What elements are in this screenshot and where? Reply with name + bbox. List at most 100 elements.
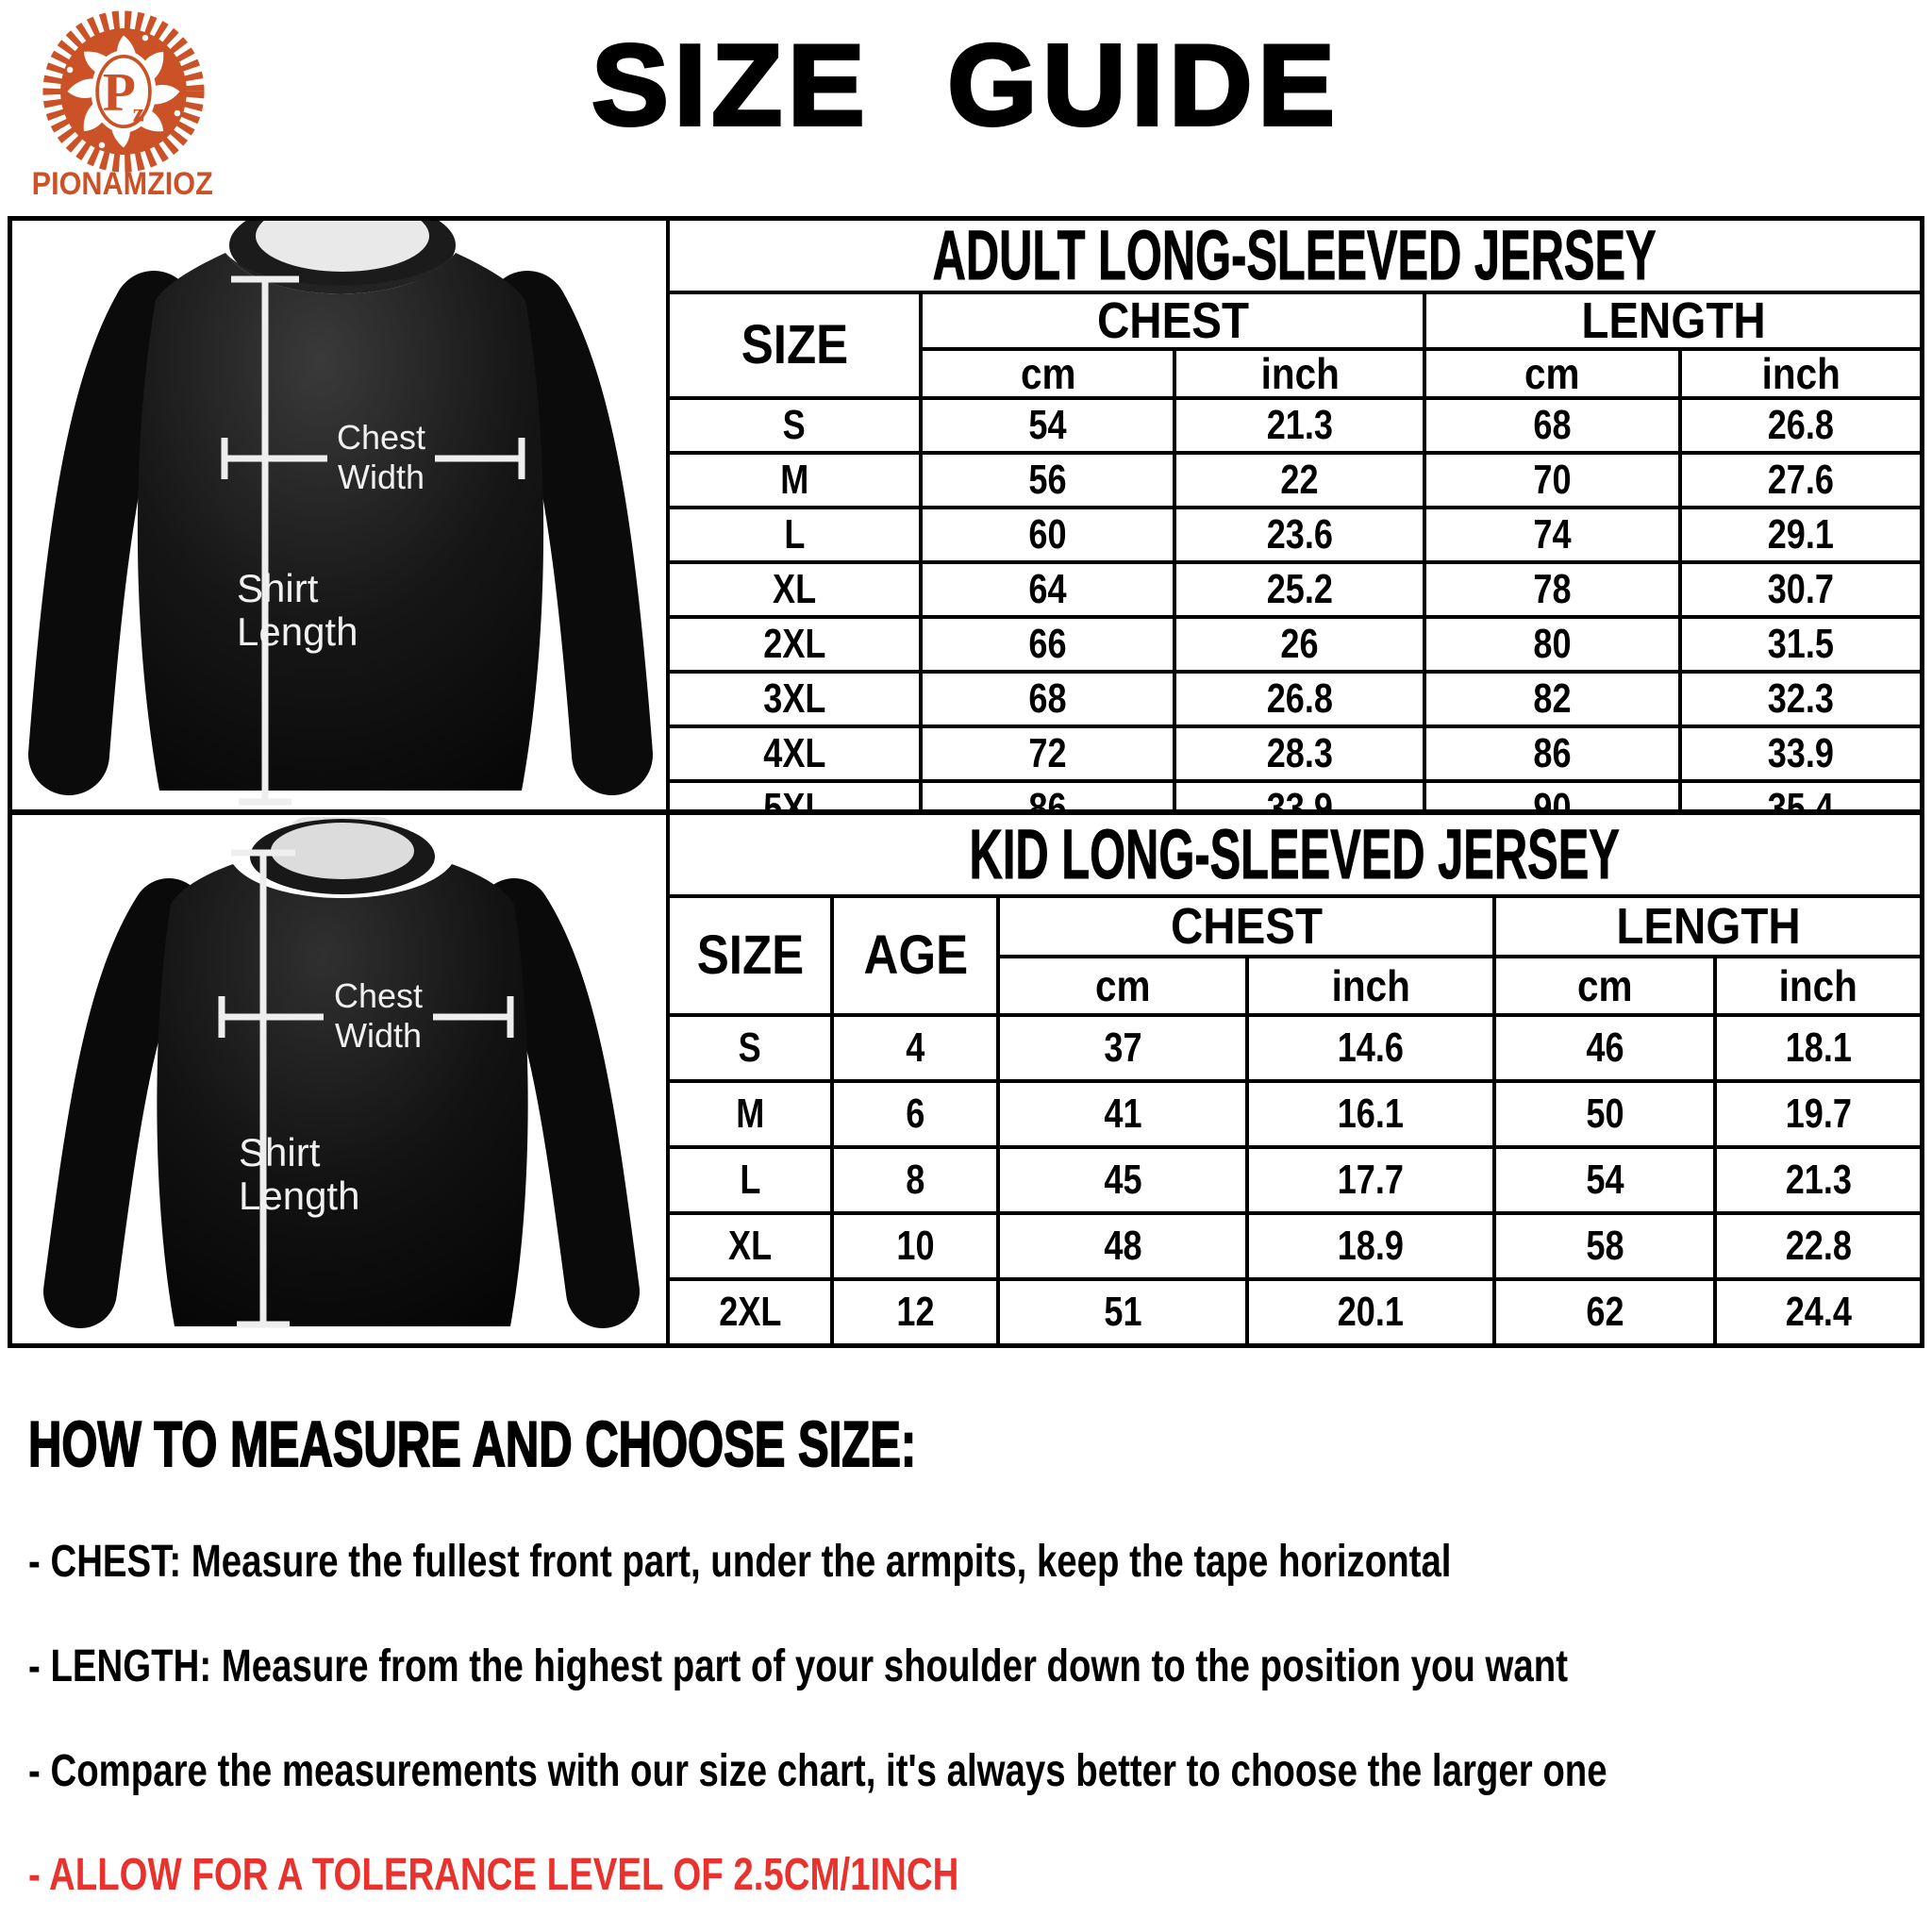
kid-chest-inch-header: inch: [1245, 955, 1497, 1017]
kid-section: Chest Width Shirt Length KID LONG-S: [12, 815, 1920, 1343]
adult-shirt-image: Chest Width Shirt Length: [28, 221, 653, 806]
kid-age-column-header: AGE: [830, 894, 1001, 1017]
adult-chest_cm-S: 54: [919, 396, 1177, 455]
instruction-text: Measure from the highest part of your sh…: [221, 1641, 1569, 1691]
adult-chest_cm-2XL: 66: [919, 615, 1177, 674]
adult-row-2XL: 2XL 66 26 80 31.5: [670, 615, 1920, 674]
kid-age-M: 6: [830, 1079, 1001, 1149]
how-to-heading: HOW TO MEASURE AND CHOOSE SIZE:: [27, 1407, 917, 1481]
kid-length-group-header: LENGTH: [1492, 894, 1920, 958]
kid-size-XL: XL: [670, 1211, 835, 1281]
kid-size-table: KID LONG-SLEEVED JERSEY SIZE AGE CHE: [670, 815, 1920, 1343]
adult-length_cm-XL: 78: [1423, 560, 1682, 619]
kid-chest_cm-XL: 48: [996, 1211, 1250, 1281]
adult-length-cm-header: cm: [1423, 347, 1682, 400]
measure-instruction-4: - ALLOW FOR A TOLERANCE LEVEL OF 2.5CM/1…: [28, 1850, 1906, 1901]
adult-chest_inch-4XL: 28.3: [1173, 724, 1427, 783]
kid-size-S: S: [670, 1013, 835, 1083]
kid-age-L: 8: [830, 1145, 1001, 1215]
kid-length_inch-S: 18.1: [1712, 1013, 1920, 1083]
adult-row-4XL: 4XL 72 28.3 86 33.9: [670, 724, 1920, 783]
kid-length_inch-XL: 22.8: [1712, 1211, 1920, 1281]
kid-chest_inch-XL: 18.9: [1245, 1211, 1497, 1281]
kid-length-cm-header: cm: [1492, 955, 1717, 1017]
measurement-lines: [218, 849, 514, 1328]
adult-chest-group-header: CHEST: [919, 291, 1427, 351]
instruction-text: Compare the measurements with our size c…: [50, 1745, 1607, 1796]
adult-length_cm-3XL: 82: [1423, 670, 1682, 728]
kid-length_cm-XL: 58: [1492, 1211, 1717, 1281]
shirt-length-label-line2: Length: [237, 609, 358, 654]
adult-chest_cm-3XL: 68: [919, 670, 1177, 728]
measure-instruction-2: - LENGTH: Measure from the highest part …: [28, 1641, 1906, 1692]
kid-row-M: M 6 41 16.1 50 19.7: [670, 1079, 1920, 1149]
brand-monogram-sub: z: [133, 99, 144, 128]
kid-table-title: KID LONG-SLEEVED JERSEY: [670, 815, 1920, 898]
adult-length_inch-4XL: 33.9: [1677, 724, 1920, 783]
adult-size-5XL: 5XL: [670, 779, 924, 809]
adult-shirt-illustration: Chest Width Shirt Length: [12, 221, 670, 809]
kid-length_inch-2XL: 24.4: [1712, 1277, 1920, 1343]
kid-shirt-image: Chest Width Shirt Length: [43, 817, 640, 1328]
adult-chest_inch-2XL: 26: [1173, 615, 1427, 674]
how-to-bullets: - CHEST: Measure the fullest front part,…: [28, 1537, 1906, 1901]
shirt-length-label-line1: Shirt: [239, 1130, 321, 1174]
adult-length_inch-M: 27.6: [1677, 451, 1920, 509]
kid-row-S: S 4 37 14.6 46 18.1: [670, 1013, 1920, 1083]
adult-length_cm-L: 74: [1423, 506, 1682, 564]
adult-size-table: ADULT LONG-SLEEVED JERSEY SIZE CHEST: [670, 221, 1920, 809]
adult-row-M: M 56 22 70 27.6: [670, 451, 1920, 509]
adult-chest_cm-L: 60: [919, 506, 1177, 564]
adult-size-L: L: [670, 506, 924, 564]
adult-chest_inch-L: 23.6: [1173, 506, 1427, 564]
adult-chest_inch-XL: 25.2: [1173, 560, 1427, 619]
adult-chest_inch-M: 22: [1173, 451, 1427, 509]
kid-chest_cm-S: 37: [996, 1013, 1250, 1083]
adult-length_cm-2XL: 80: [1423, 615, 1682, 674]
adult-chest_inch-S: 21.3: [1173, 396, 1427, 455]
instruction-label: - CHEST:: [28, 1537, 192, 1587]
kid-size-column-header: SIZE: [670, 894, 835, 1017]
adult-row-XL: XL 64 25.2 78 30.7: [670, 560, 1920, 619]
kid-size-M: M: [670, 1079, 835, 1149]
adult-length_inch-XL: 30.7: [1677, 560, 1920, 619]
adult-chest_cm-XL: 64: [919, 560, 1177, 619]
adult-length_inch-3XL: 32.3: [1677, 670, 1920, 728]
adult-size-column-header: SIZE: [670, 291, 924, 400]
instruction-label: -: [28, 1850, 50, 1901]
kid-chest_inch-M: 16.1: [1245, 1079, 1497, 1149]
instruction-label: -: [28, 1745, 51, 1796]
instruction-text: ALLOW FOR A TOLERANCE LEVEL OF 2.5CM/1IN…: [49, 1850, 959, 1901]
adult-chest_cm-M: 56: [919, 451, 1177, 509]
how-to-section: HOW TO MEASURE AND CHOOSE SIZE: - CHEST:…: [27, 1407, 1906, 1932]
kid-row-2XL: 2XL 12 51 20.1 62 24.4: [670, 1277, 1920, 1343]
kid-chest-cm-header: cm: [998, 955, 1250, 1017]
adult-length_cm-S: 68: [1423, 396, 1682, 455]
adult-size-4XL: 4XL: [670, 724, 924, 783]
adult-length_inch-5XL: 35.4: [1677, 779, 1920, 809]
kid-chest_cm-M: 41: [996, 1079, 1250, 1149]
kid-size-L: L: [670, 1145, 835, 1215]
adult-size-S: S: [670, 396, 924, 455]
shirt-length-label-line2: Length: [239, 1174, 359, 1218]
kid-shirt-illustration: Chest Width Shirt Length: [12, 815, 670, 1343]
kid-length-inch-header: inch: [1712, 955, 1920, 1017]
brand-name: PIONAMZIOZ: [31, 166, 214, 202]
adult-row-3XL: 3XL 68 26.8 82 32.3: [670, 670, 1920, 728]
kid-chest-group-header: CHEST: [996, 894, 1497, 958]
adult-size-3XL: 3XL: [670, 670, 924, 728]
kid-length_cm-2XL: 62: [1492, 1277, 1717, 1343]
measurement-lines: [221, 275, 525, 806]
adult-chest-cm-header: cm: [921, 347, 1177, 400]
kid-chest_inch-S: 14.6: [1245, 1013, 1497, 1083]
measure-instruction-1: - CHEST: Measure the fullest front part,…: [28, 1537, 1906, 1588]
adult-length-inch-header: inch: [1677, 347, 1920, 400]
adult-size-2XL: 2XL: [670, 615, 924, 674]
page-title: SIZE GUIDE: [590, 19, 1341, 151]
kid-chest_inch-L: 17.7: [1245, 1145, 1497, 1215]
kid-row-XL: XL 10 48 18.9 58 22.8: [670, 1211, 1920, 1281]
adult-length_inch-L: 29.1: [1677, 506, 1920, 564]
adult-length_cm-5XL: 90: [1423, 779, 1682, 809]
adult-length_cm-4XL: 86: [1423, 724, 1682, 783]
